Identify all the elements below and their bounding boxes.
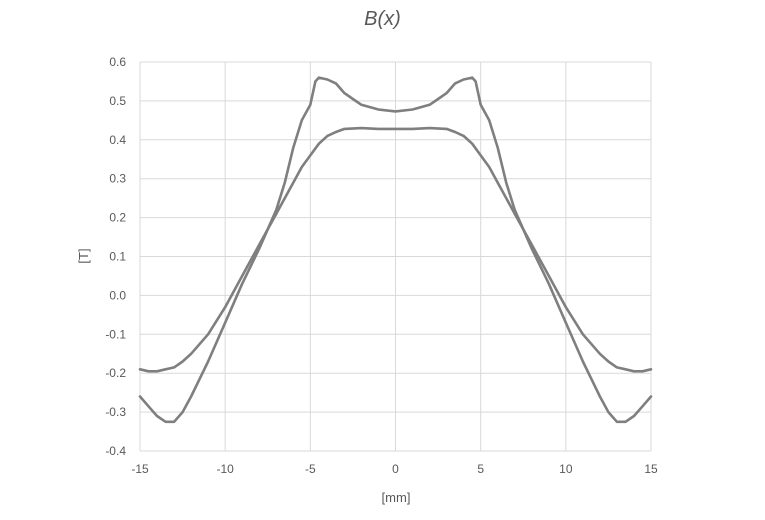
y-tick-label: 0.0: [109, 288, 126, 302]
x-tick-labels: -15 -10 -5 0 5 10 15: [131, 462, 658, 476]
y-tick-label: -0.1: [105, 327, 126, 341]
y-tick-labels: 0.6 0.5 0.4 0.3 0.2 0.1 0.0 -0.1 -0.2 -0.3 -0.4: [105, 55, 126, 458]
series-lines: [138, 76, 653, 424]
y-tick-label: 0.6: [109, 55, 126, 69]
x-tick-label: -10: [216, 462, 234, 476]
y-tick-label: -0.4: [105, 444, 126, 458]
y-tick-label: 0.5: [109, 94, 126, 108]
x-tick-label: 10: [559, 462, 573, 476]
series-line-1: [138, 76, 653, 424]
x-tick-label: -15: [131, 462, 149, 476]
y-tick-label: 0.2: [109, 211, 126, 225]
y-tick-label: 0.1: [109, 250, 126, 264]
x-axis-label: [mm]: [382, 490, 411, 505]
y-axis-label: [T]: [76, 248, 91, 263]
series-line-2: [138, 126, 653, 373]
grid-lines: [139, 61, 652, 452]
chart-title: B(x): [364, 8, 401, 30]
x-tick-label: 15: [644, 462, 658, 476]
x-tick-label: 5: [477, 462, 484, 476]
x-tick-label: 0: [392, 462, 399, 476]
y-tick-label: 0.3: [109, 172, 126, 186]
y-tick-label: -0.2: [105, 366, 126, 380]
y-tick-label: 0.4: [109, 133, 126, 147]
y-tick-label: -0.3: [105, 405, 126, 419]
x-tick-label: -5: [305, 462, 316, 476]
